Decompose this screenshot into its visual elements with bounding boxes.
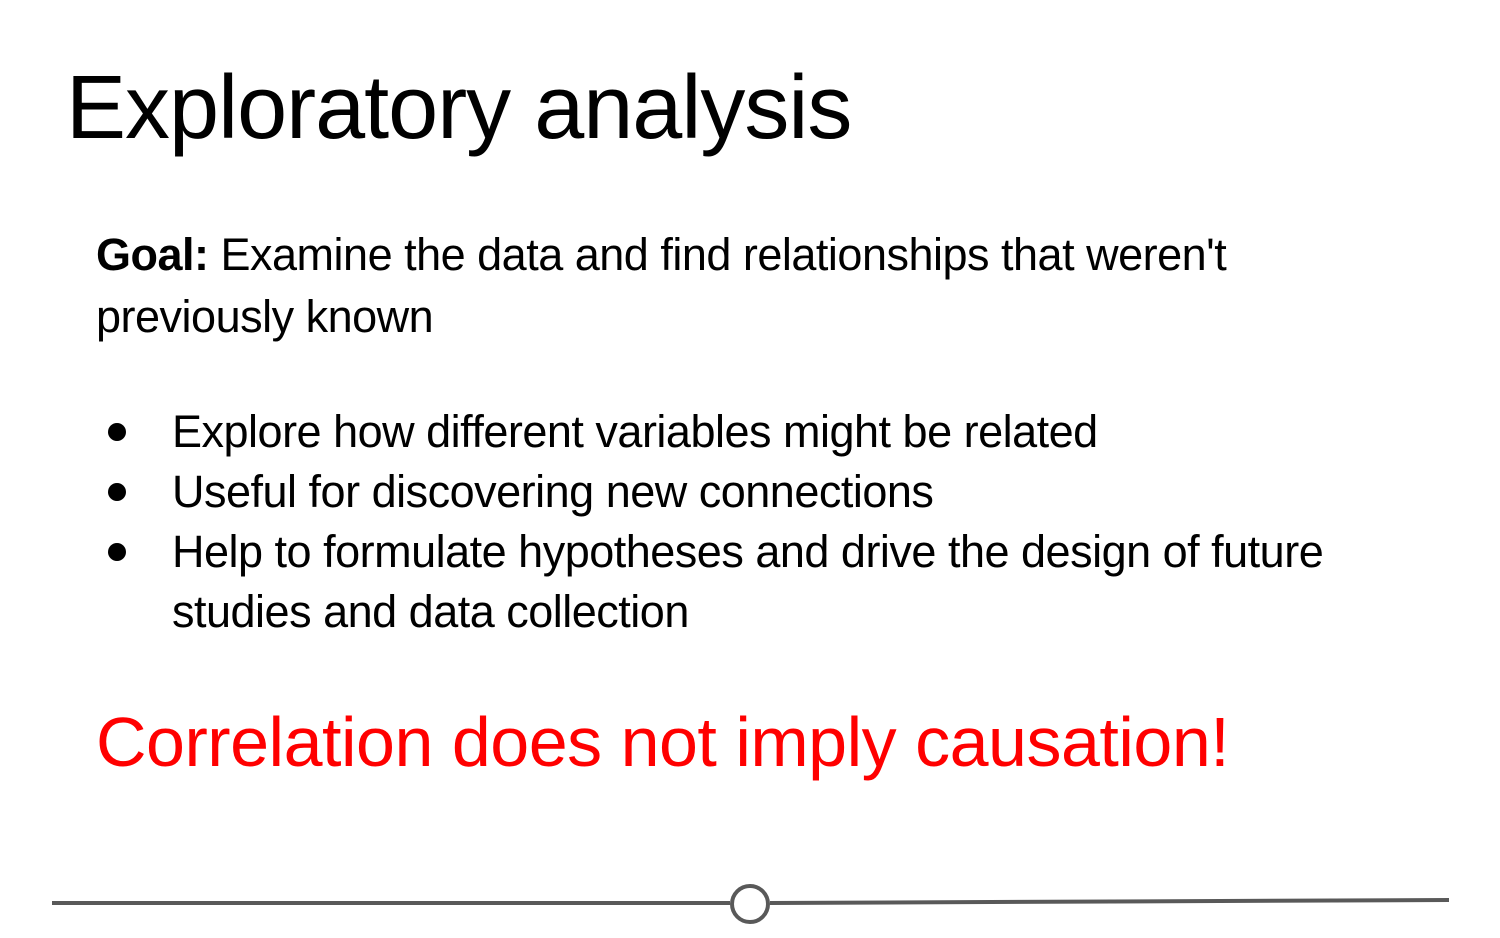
bullet-dot-icon bbox=[108, 483, 126, 501]
callout-warning: Correlation does not imply causation! bbox=[96, 703, 1230, 781]
bullet-dot-icon bbox=[108, 543, 126, 561]
bullet-item: Useful for discovering new connections bbox=[96, 462, 1416, 522]
goal-text: Examine the data and find relationships … bbox=[96, 229, 1227, 342]
bullet-item: Explore how different variables might be… bbox=[96, 402, 1416, 462]
footer-circle-icon bbox=[730, 884, 770, 924]
goal-statement: Goal: Examine the data and find relation… bbox=[96, 224, 1346, 348]
bullet-text: Help to formulate hypotheses and drive t… bbox=[172, 526, 1324, 637]
bullet-text: Explore how different variables might be… bbox=[172, 406, 1098, 457]
bullet-text: Useful for discovering new connections bbox=[172, 466, 934, 517]
bullet-item: Help to formulate hypotheses and drive t… bbox=[96, 522, 1416, 642]
bullet-dot-icon bbox=[108, 423, 126, 441]
footer-line-right bbox=[769, 898, 1450, 905]
footer-divider bbox=[52, 884, 1450, 924]
goal-label: Goal: bbox=[96, 229, 209, 280]
bullet-list: Explore how different variables might be… bbox=[96, 402, 1416, 642]
slide-title: Exploratory analysis bbox=[66, 58, 852, 158]
